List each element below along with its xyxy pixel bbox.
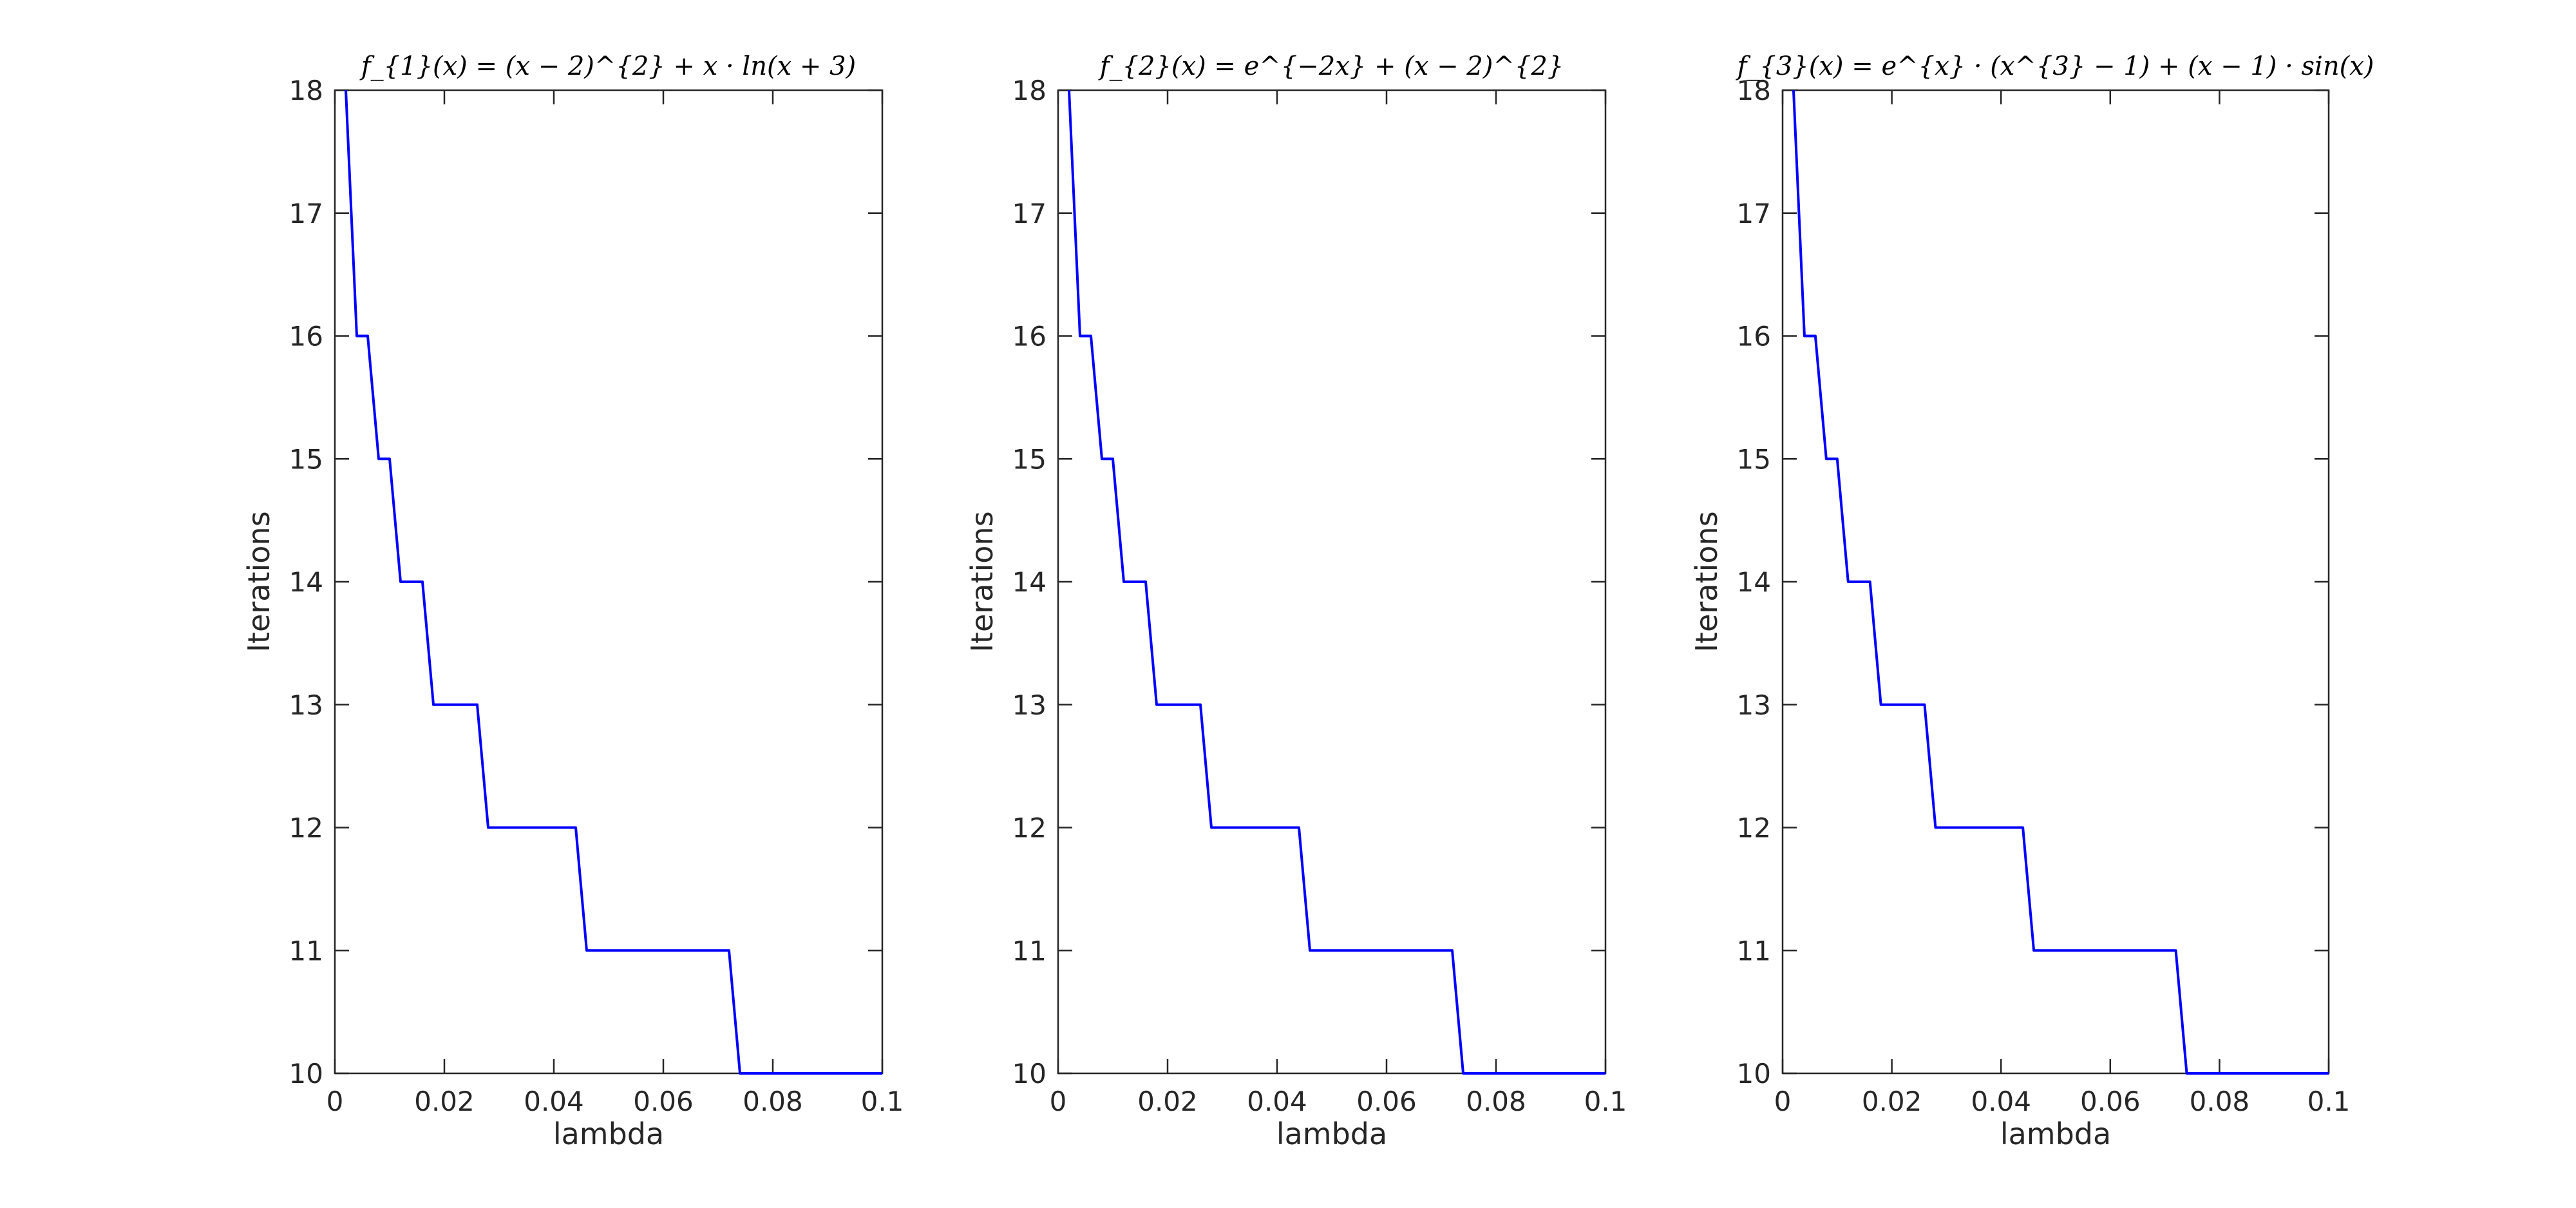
y-tick-label: 10 — [1737, 1058, 1771, 1089]
axes-box — [334, 89, 884, 1075]
y-tick-label: 16 — [289, 321, 323, 352]
y-tick-label: 15 — [1012, 443, 1046, 475]
y-tick-label: 10 — [289, 1058, 323, 1089]
x-tick-label: 0 — [1774, 1086, 1792, 1117]
x-tick-label: 0 — [327, 1086, 344, 1117]
x-tick-label: 0 — [1050, 1086, 1067, 1117]
x-tick-label: 0.06 — [633, 1086, 694, 1117]
y-tick-label: 11 — [289, 935, 323, 966]
x-tick-label: 0.1 — [2307, 1086, 2351, 1117]
y-tick-label: 11 — [1737, 935, 1771, 966]
y-tick-label: 14 — [1737, 566, 1771, 598]
y-tick-label: 18 — [289, 75, 323, 106]
x-tick-label: 0.08 — [1466, 1086, 1526, 1117]
y-tick-label: 12 — [289, 812, 323, 844]
y-tick-label: 13 — [1012, 689, 1046, 721]
y-tick-label: 12 — [1012, 812, 1046, 844]
y-tick-label: 16 — [1012, 321, 1046, 352]
y-tick-label: 14 — [289, 566, 323, 598]
chart-title: f_{1}(x) = (x − 2)^{2} + x · ln(x + 3) — [359, 52, 856, 81]
y-tick-label: 18 — [1737, 75, 1771, 106]
chart-title: f_{2}(x) = e^{−2x} + (x − 2)^{2} — [1098, 52, 1564, 81]
x-axis-label: lambda — [553, 1117, 664, 1151]
y-tick-label: 15 — [1737, 443, 1771, 475]
y-tick-label: 16 — [1737, 321, 1771, 352]
y-tick-label: 17 — [289, 198, 323, 229]
subplot-3: 0 0.02 0.04 0.06 0.08 0.1 10 11 12 13 14 15 16 17 18 la… — [1689, 52, 2374, 1151]
axes-box — [1781, 89, 2330, 1075]
y-tick-label: 15 — [289, 443, 323, 475]
y-tick-label: 13 — [1737, 689, 1771, 721]
y-tick-label: 13 — [289, 689, 323, 721]
x-tick-label: 0.08 — [2190, 1086, 2250, 1117]
y-tick-label: 12 — [1737, 812, 1771, 844]
x-tick-label: 0.02 — [1137, 1086, 1198, 1117]
x-tick-label: 0.04 — [1247, 1086, 1307, 1117]
y-tick-label: 10 — [1012, 1058, 1046, 1089]
y-axis-label: Iterations — [1689, 511, 1724, 652]
y-tick-label: 17 — [1737, 198, 1771, 229]
x-tick-label: 0.02 — [1862, 1086, 1922, 1117]
x-axis-label: lambda — [2000, 1117, 2111, 1151]
y-tick-label: 17 — [1012, 198, 1046, 229]
y-axis-label: Iterations — [965, 511, 999, 652]
x-tick-label: 0.1 — [1584, 1086, 1627, 1117]
x-tick-label: 0.02 — [414, 1086, 475, 1117]
y-tick-label: 14 — [1012, 566, 1046, 598]
x-axis-label: lambda — [1276, 1117, 1387, 1151]
x-tick-label: 0.04 — [524, 1086, 584, 1117]
y-tick-label: 11 — [1012, 935, 1046, 966]
chart-title: f_{3}(x) = e^{x} · (x^{3} − 1) + (x − 1)… — [1736, 52, 2374, 81]
x-tick-label: 0.06 — [2080, 1086, 2141, 1117]
x-tick-label: 0.1 — [861, 1086, 904, 1117]
x-tick-label: 0.06 — [1356, 1086, 1417, 1117]
subplot-2: 0 0.02 0.04 0.06 0.08 0.1 10 11 12 13 14 15 16 17 18 la… — [965, 52, 1627, 1151]
subplot-1: 0 0.02 0.04 0.06 0.08 0.1 10 11 12 13 14 15 16 17 18 la… — [242, 52, 904, 1151]
x-tick-label: 0.04 — [1971, 1086, 2031, 1117]
x-tick-label: 0.08 — [743, 1086, 803, 1117]
y-tick-label: 18 — [1012, 75, 1046, 106]
y-axis-label: Iterations — [242, 511, 276, 652]
